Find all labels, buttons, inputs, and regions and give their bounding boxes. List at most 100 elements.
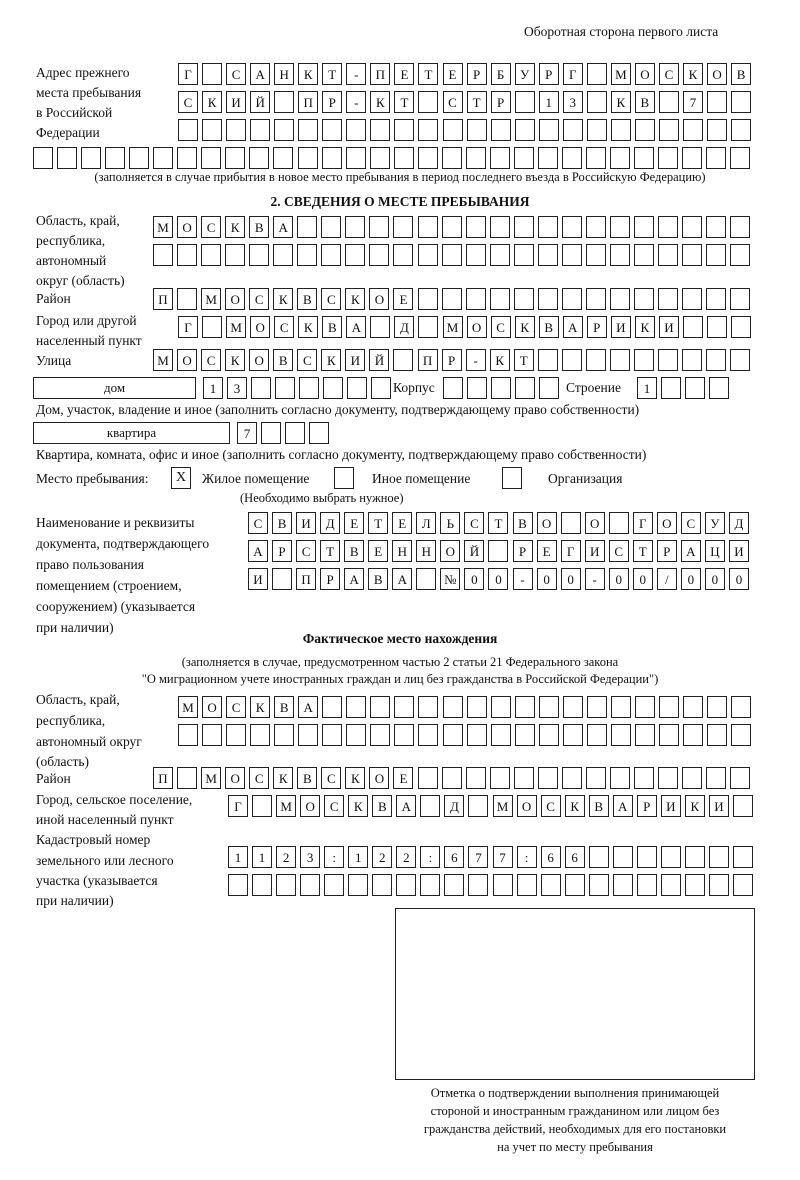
- char-cell[interactable]: [561, 216, 582, 238]
- char-cell[interactable]: [468, 795, 489, 817]
- char-cell[interactable]: [202, 724, 223, 746]
- char-cell[interactable]: [636, 874, 657, 896]
- char-cell[interactable]: [492, 874, 513, 896]
- char-cell[interactable]: [634, 696, 655, 718]
- char-cell[interactable]: :: [420, 846, 441, 868]
- char-cell[interactable]: [609, 216, 630, 238]
- char-cell[interactable]: 6: [564, 846, 585, 868]
- char-cell[interactable]: [709, 377, 730, 399]
- char-cell[interactable]: [586, 63, 607, 85]
- char-cell[interactable]: К: [225, 216, 246, 238]
- char-cell[interactable]: [634, 724, 655, 746]
- char-cell[interactable]: А: [346, 316, 367, 338]
- char-cell[interactable]: [347, 377, 368, 399]
- char-cell[interactable]: Б: [490, 63, 511, 85]
- char-cell[interactable]: [586, 147, 607, 169]
- char-cell[interactable]: О: [177, 349, 198, 371]
- char-cell[interactable]: [561, 288, 582, 310]
- char-cell[interactable]: [539, 377, 560, 399]
- char-cell[interactable]: С: [442, 91, 463, 113]
- char-cell[interactable]: 3: [562, 91, 583, 113]
- char-cell[interactable]: [562, 147, 583, 169]
- char-cell[interactable]: [371, 377, 392, 399]
- char-cell[interactable]: -: [346, 63, 367, 85]
- char-cell[interactable]: [298, 119, 319, 141]
- char-cell[interactable]: [610, 696, 631, 718]
- char-cell[interactable]: К: [345, 288, 366, 310]
- char-cell[interactable]: [443, 377, 463, 399]
- char-cell[interactable]: [441, 147, 462, 169]
- char-cell[interactable]: [707, 91, 728, 113]
- char-cell[interactable]: Р: [320, 568, 341, 590]
- char-cell[interactable]: [707, 316, 728, 338]
- char-cell[interactable]: С: [226, 696, 247, 718]
- char-cell[interactable]: [633, 216, 654, 238]
- char-cell[interactable]: [513, 288, 534, 310]
- char-cell[interactable]: Е: [393, 288, 414, 310]
- char-cell[interactable]: [467, 377, 488, 399]
- char-cell[interactable]: Р: [636, 795, 657, 817]
- char-cell[interactable]: [416, 568, 437, 590]
- char-cell[interactable]: [586, 724, 607, 746]
- char-cell[interactable]: [417, 244, 438, 266]
- char-cell[interactable]: [682, 119, 703, 141]
- char-cell[interactable]: [515, 377, 536, 399]
- char-cell[interactable]: Д: [320, 512, 341, 534]
- char-cell[interactable]: К: [298, 316, 319, 338]
- char-cell[interactable]: [706, 216, 727, 238]
- char-cell[interactable]: /: [656, 568, 677, 590]
- char-cell[interactable]: О: [536, 512, 557, 534]
- char-cell[interactable]: [612, 874, 633, 896]
- char-cell[interactable]: [441, 216, 462, 238]
- char-cell[interactable]: [418, 696, 439, 718]
- char-cell[interactable]: В: [274, 696, 295, 718]
- char-cell[interactable]: [417, 767, 438, 789]
- char-cell[interactable]: [562, 724, 583, 746]
- char-cell[interactable]: М: [201, 767, 222, 789]
- char-cell[interactable]: Т: [418, 63, 439, 85]
- char-cell[interactable]: [81, 147, 102, 169]
- char-cell[interactable]: [609, 244, 630, 266]
- char-cell[interactable]: 6: [540, 846, 561, 868]
- char-cell[interactable]: Г: [178, 63, 198, 85]
- char-cell[interactable]: А: [344, 568, 365, 590]
- char-cell[interactable]: [707, 696, 728, 718]
- char-cell[interactable]: [273, 244, 294, 266]
- char-cell[interactable]: [466, 724, 487, 746]
- char-cell[interactable]: [660, 846, 681, 868]
- char-cell[interactable]: [177, 244, 198, 266]
- char-cell[interactable]: [490, 119, 511, 141]
- char-cell[interactable]: [490, 696, 511, 718]
- char-cell[interactable]: А: [396, 795, 417, 817]
- char-cell[interactable]: [657, 216, 678, 238]
- char-cell[interactable]: [489, 216, 510, 238]
- char-cell[interactable]: 1: [252, 846, 273, 868]
- char-cell[interactable]: О: [225, 288, 246, 310]
- char-cell[interactable]: [393, 147, 414, 169]
- char-cell[interactable]: [396, 874, 417, 896]
- char-cell[interactable]: [177, 288, 198, 310]
- char-cell[interactable]: 0: [464, 568, 485, 590]
- char-cell[interactable]: Г: [632, 512, 653, 534]
- char-cell[interactable]: [731, 724, 752, 746]
- char-cell[interactable]: К: [489, 349, 510, 371]
- char-cell[interactable]: К: [564, 795, 585, 817]
- char-cell[interactable]: М: [276, 795, 297, 817]
- char-cell[interactable]: [514, 696, 535, 718]
- char-cell[interactable]: [272, 568, 293, 590]
- char-cell[interactable]: [562, 119, 583, 141]
- char-cell[interactable]: М: [153, 216, 173, 238]
- char-cell[interactable]: [201, 244, 222, 266]
- char-cell[interactable]: [321, 147, 342, 169]
- char-cell[interactable]: [249, 244, 270, 266]
- char-cell[interactable]: [369, 244, 390, 266]
- char-cell[interactable]: [345, 244, 366, 266]
- char-cell[interactable]: [633, 288, 654, 310]
- char-cell[interactable]: К: [202, 91, 223, 113]
- char-cell[interactable]: С: [248, 512, 268, 534]
- char-cell[interactable]: П: [298, 91, 319, 113]
- char-cell[interactable]: А: [680, 540, 701, 562]
- char-cell[interactable]: М: [610, 63, 631, 85]
- char-cell[interactable]: 3: [300, 846, 321, 868]
- char-cell[interactable]: [346, 724, 367, 746]
